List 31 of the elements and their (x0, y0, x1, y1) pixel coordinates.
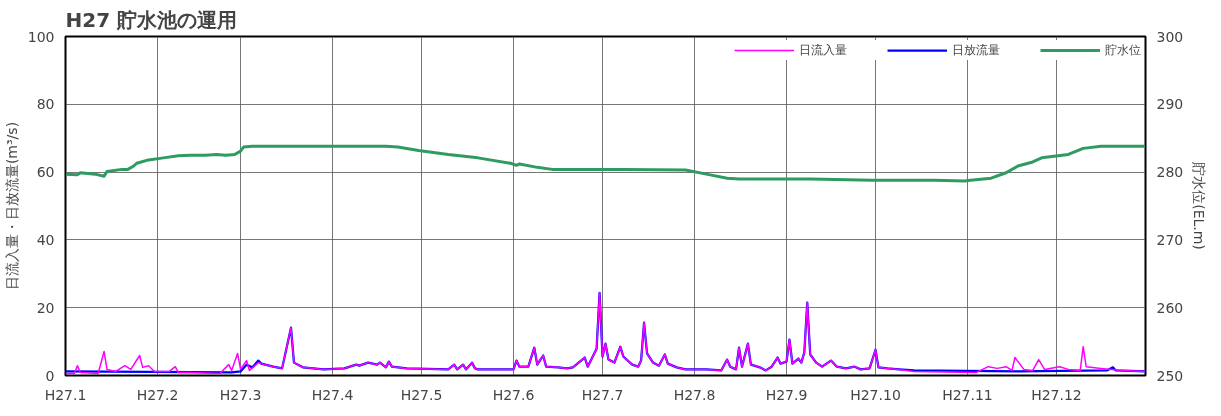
y2-tick-label: 290 (1156, 96, 1184, 113)
y2-tick-label: 250 (1156, 367, 1184, 384)
x-tick-label: H27.1 (44, 386, 87, 403)
x-tick-label: H27.7 (581, 386, 624, 403)
y-axis-title: 日流入量・日放流量(m³/s) (3, 121, 20, 291)
legend-label: 貯水位 (1105, 41, 1141, 59)
x-tick-label: H27.11 (942, 386, 993, 403)
y2-tick-label: 270 (1156, 231, 1184, 248)
y2-tick-label: 300 (1156, 28, 1184, 45)
y2-tick-label: 280 (1156, 164, 1184, 181)
x-tick-label: H27.4 (311, 386, 354, 403)
y2-tick-label: 260 (1156, 299, 1184, 316)
y-tick-label: 40 (36, 231, 55, 248)
y2-axis-title: 貯水位(EL.m) (1191, 162, 1208, 250)
x-tick-label: H27.3 (219, 386, 262, 403)
x-tick-label: H27.5 (400, 386, 443, 403)
y-tick-label: 20 (36, 299, 55, 316)
x-tick-label: H27.2 (136, 386, 179, 403)
y-tick-label: 80 (36, 96, 55, 113)
x-tick-label: H27.10 (850, 386, 901, 403)
legend-label: 日放流量 (952, 41, 1000, 59)
x-tick-label: H27.12 (1031, 386, 1082, 403)
y-tick-label: 100 (27, 28, 55, 45)
x-tick-label: H27.8 (673, 386, 716, 403)
y-tick-label: 0 (45, 367, 55, 384)
line-series (65, 144, 1146, 183)
chart-title: H27 貯水池の運用 (65, 7, 238, 32)
y-tick-label: 60 (36, 164, 55, 181)
x-tick-label: H27.9 (765, 386, 808, 403)
legend-label: 日流入量 (799, 41, 847, 59)
x-tick-label: H27.6 (492, 386, 535, 403)
